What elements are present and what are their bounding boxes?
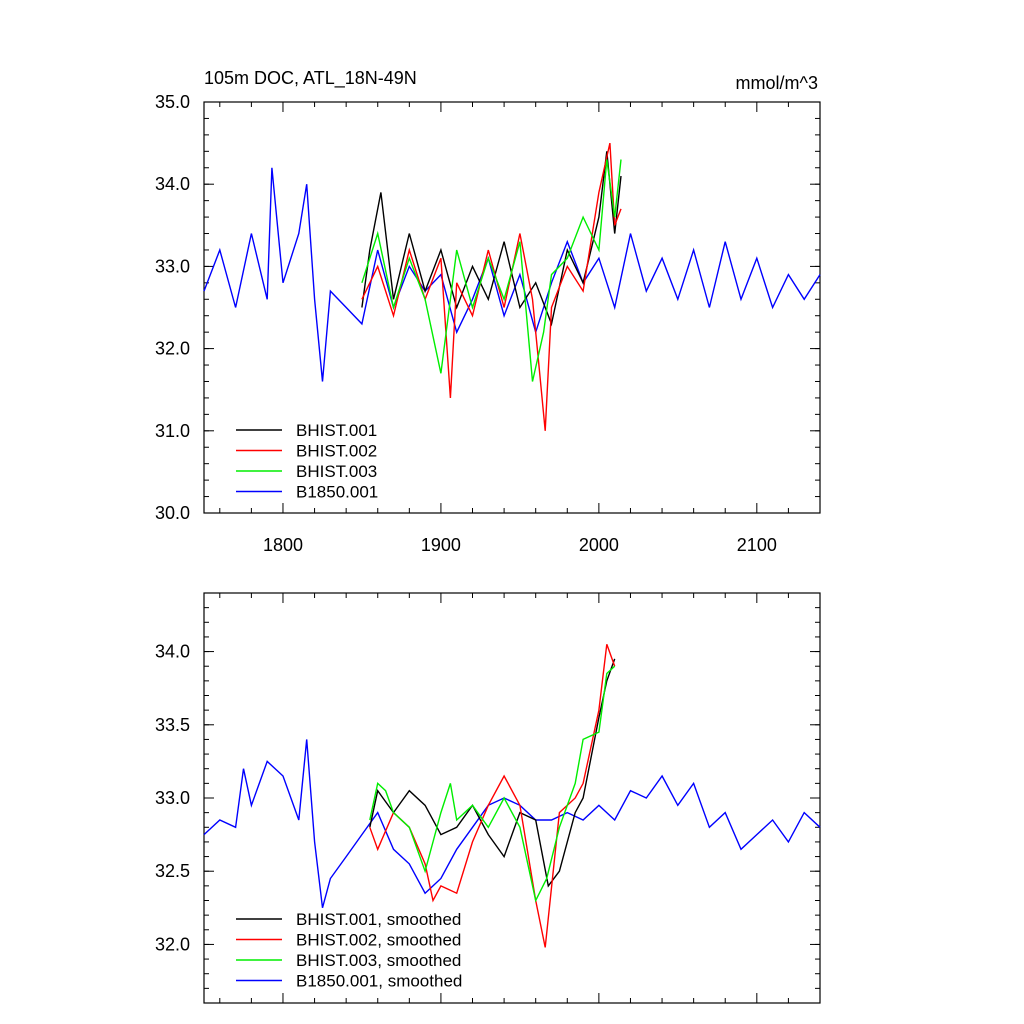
y-tick-label: 35.0 <box>155 92 190 112</box>
y-tick-label: 33.5 <box>155 715 190 735</box>
units-label: mmol/m^3 <box>736 73 818 93</box>
legend-label: BHIST.001, smoothed <box>296 910 461 929</box>
y-tick-label: 33.0 <box>155 256 190 276</box>
series-line-bhist-002 <box>369 644 616 948</box>
panel-top: 105m DOC, ATL_18N-49N mmol/m^3 1800 1900 2… <box>155 68 821 555</box>
series-line-b1850-001 <box>203 739 821 908</box>
bottom-plot-area: 32.0 32.5 33.0 33.5 34.0 <box>155 592 821 1004</box>
y-tick-label: 30.0 <box>155 503 190 523</box>
y-tick-label: 34.0 <box>155 174 190 194</box>
legend-label: BHIST.002, smoothed <box>296 931 461 950</box>
x-tick-label: 2000 <box>579 535 619 555</box>
series-line-bhist-001 <box>361 151 622 327</box>
legend-label: BHIST.003 <box>296 462 377 481</box>
legend-label: B1850.001 <box>296 483 378 502</box>
x-tick-label: 2100 <box>737 535 777 555</box>
legend-label: BHIST.003, smoothed <box>296 951 461 970</box>
legend-label: BHIST.001 <box>296 421 377 440</box>
chart-title: 105m DOC, ATL_18N-49N <box>204 68 417 89</box>
series-line-bhist-003 <box>369 665 616 903</box>
x-tick-label: 1900 <box>421 535 461 555</box>
legend-label: B1850.001, smoothed <box>296 972 462 991</box>
bottom-legend: BHIST.001, smoothed BHIST.002, smoothedBH… <box>236 910 462 991</box>
y-tick-label: 31.0 <box>155 421 190 441</box>
series-line-bhist-003 <box>361 159 622 382</box>
series-line-bhist-001 <box>369 658 616 888</box>
y-tick-label: 32.0 <box>155 339 190 359</box>
top-plot-area: 1800 1900 2000 2100 30.0 31.0 32.0 33.0 34.0 35.0 <box>155 92 821 555</box>
legend-label: BHIST.002 <box>296 442 377 461</box>
plot-frame <box>203 101 821 514</box>
x-tick-label: 1800 <box>263 535 303 555</box>
y-tick-label: 32.5 <box>155 861 190 881</box>
panel-bottom: 32.0 32.5 33.0 33.5 34.0 BHIST.001, smoothed… <box>155 592 821 1004</box>
y-tick-label: 33.0 <box>155 788 190 808</box>
y-tick-label: 34.0 <box>155 642 190 662</box>
y-tick-label: 32.0 <box>155 934 190 954</box>
